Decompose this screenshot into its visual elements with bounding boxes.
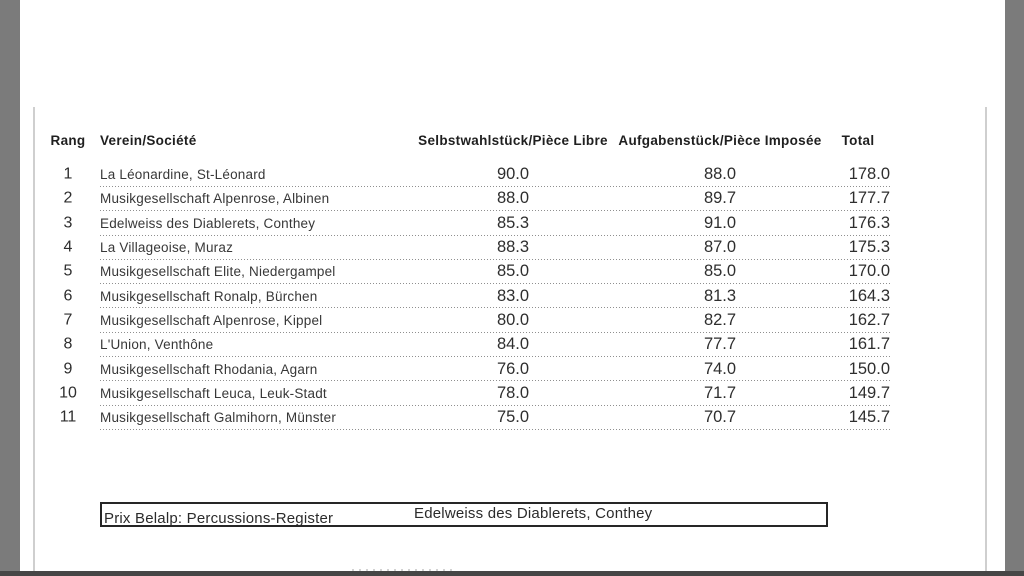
rank-cell: 1 (63, 165, 73, 183)
total-score-cell: 177.7 (848, 189, 890, 208)
rank-cell: 8 (63, 335, 73, 353)
libre-score-cell: 84.0 (496, 335, 530, 354)
rank-cell: 2 (63, 190, 73, 208)
libre-score-cell: 85.3 (496, 213, 530, 232)
society-cell: Musikgesellschaft Alpenrose, Kippel (100, 313, 323, 329)
society-cell: Musikgesellschaft Galmihorn, Münster (100, 410, 337, 426)
total-score-cell: 178.0 (848, 165, 890, 184)
prize-label: Prix Belalp: Percussions-Register (104, 510, 334, 527)
table-row: 3 Edelweiss des Diablerets, Conthey 85.3… (0, 212, 1024, 236)
column-header-rang: Rang (50, 133, 86, 148)
rank-cell: 7 (63, 311, 73, 329)
total-score-cell: 150.0 (848, 359, 890, 378)
table-row: 10 Musikgesellschaft Leuca, Leuk-Stadt 7… (0, 382, 1024, 406)
dotted-row-separator (100, 234, 890, 236)
column-header-total: Total (841, 133, 875, 148)
dotted-row-separator (100, 307, 890, 309)
table-row: 6 Musikgesellschaft Ronalp, Bürchen 83.0… (0, 284, 1024, 309)
society-cell: Musikgesellschaft Rhodania, Agarn (100, 361, 318, 377)
table-row: 2 Musikgesellschaft Alpenrose, Albinen 8… (0, 187, 1024, 212)
imposee-score-cell: 87.0 (703, 238, 737, 257)
table-row: 4 La Villageoise, Muraz 88.3 87.0 175.3 (0, 236, 1024, 260)
page-border-left (33, 107, 35, 571)
libre-score-cell: 75.0 (496, 408, 530, 427)
society-cell: Musikgesellschaft Alpenrose, Albinen (100, 191, 330, 207)
society-cell: Musikgesellschaft Leuca, Leuk-Stadt (100, 386, 327, 402)
dotted-row-separator (100, 283, 890, 285)
right-letterbox-bar (1005, 0, 1024, 576)
libre-score-cell: 83.0 (496, 286, 530, 305)
prize-winner: Edelweiss des Diablerets, Conthey (414, 505, 653, 522)
dotted-row-separator (100, 331, 890, 333)
column-header-imposee: Aufgabenstück/Pièce Imposée (618, 133, 822, 148)
total-score-cell: 175.3 (848, 238, 890, 257)
total-score-cell: 176.3 (848, 213, 890, 232)
imposee-score-cell: 71.7 (703, 383, 737, 402)
libre-score-cell: 76.0 (496, 359, 530, 378)
dotted-row-separator (100, 428, 890, 430)
prize-box: Prix Belalp: Percussions-Register Edelwe… (100, 502, 828, 527)
imposee-score-cell: 74.0 (703, 359, 737, 378)
rank-cell: 5 (63, 262, 73, 280)
table-row: 1 La Léonardine, St-Léonard 90.0 88.0 17… (0, 163, 1024, 187)
rank-cell: 9 (63, 360, 73, 378)
total-score-cell: 164.3 (848, 286, 890, 305)
imposee-score-cell: 82.7 (703, 311, 737, 330)
rank-cell: 11 (59, 408, 77, 426)
page-border-right (985, 107, 987, 571)
column-header-verein: Verein/Société (100, 133, 197, 148)
imposee-score-cell: 85.0 (703, 262, 737, 281)
dotted-row-separator (100, 380, 890, 382)
libre-score-cell: 80.0 (496, 311, 530, 330)
imposee-score-cell: 81.3 (703, 286, 737, 305)
table-row: 11 Musikgesellschaft Galmihorn, Münster … (0, 406, 1024, 430)
imposee-score-cell: 91.0 (703, 213, 737, 232)
society-cell: La Villageoise, Muraz (100, 240, 234, 256)
rank-cell: 4 (63, 238, 73, 256)
society-cell: L'Union, Venthône (100, 337, 214, 353)
imposee-score-cell: 89.7 (703, 189, 737, 208)
dotted-row-separator (100, 258, 890, 260)
imposee-score-cell: 77.7 (703, 335, 737, 354)
dotted-row-separator (100, 186, 890, 187)
results-table-body: 1 La Léonardine, St-Léonard 90.0 88.0 17… (0, 163, 1024, 430)
libre-score-cell: 88.3 (496, 238, 530, 257)
total-score-cell: 149.7 (848, 383, 890, 402)
society-cell: La Léonardine, St-Léonard (100, 167, 266, 183)
dotted-row-separator (100, 404, 890, 406)
table-row: 7 Musikgesellschaft Alpenrose, Kippel 80… (0, 309, 1024, 333)
column-header-libre: Selbstwahlstück/Pièce Libre (418, 133, 608, 148)
society-cell: Musikgesellschaft Ronalp, Bürchen (100, 288, 318, 304)
results-table-header: Rang Verein/Société Selbstwahlstück/Pièc… (0, 133, 1024, 151)
total-score-cell: 162.7 (848, 311, 890, 330)
total-score-cell: 161.7 (848, 335, 890, 354)
libre-score-cell: 78.0 (496, 383, 530, 402)
imposee-score-cell: 70.7 (703, 408, 737, 427)
table-row: 5 Musikgesellschaft Elite, Niedergampel … (0, 260, 1024, 285)
total-score-cell: 145.7 (848, 408, 890, 427)
libre-score-cell: 85.0 (496, 262, 530, 281)
rank-cell: 3 (63, 214, 73, 232)
libre-score-cell: 90.0 (496, 165, 530, 184)
imposee-score-cell: 88.0 (703, 165, 737, 184)
table-row: 8 L'Union, Venthône 84.0 77.7 161.7 (0, 333, 1024, 358)
rank-cell: 10 (59, 384, 77, 402)
total-score-cell: 170.0 (848, 262, 890, 281)
rank-cell: 6 (63, 287, 73, 305)
libre-score-cell: 88.0 (496, 189, 530, 208)
society-cell: Edelweiss des Diablerets, Conthey (100, 215, 316, 231)
bottom-letterbox-bar (0, 571, 1024, 576)
table-row: 9 Musikgesellschaft Rhodania, Agarn 76.0… (0, 357, 1024, 382)
society-cell: Musikgesellschaft Elite, Niedergampel (100, 264, 336, 280)
left-letterbox-bar (0, 0, 20, 576)
dotted-row-separator (100, 356, 890, 358)
dotted-row-separator (100, 210, 890, 212)
clipped-text-artifact (352, 569, 457, 571)
